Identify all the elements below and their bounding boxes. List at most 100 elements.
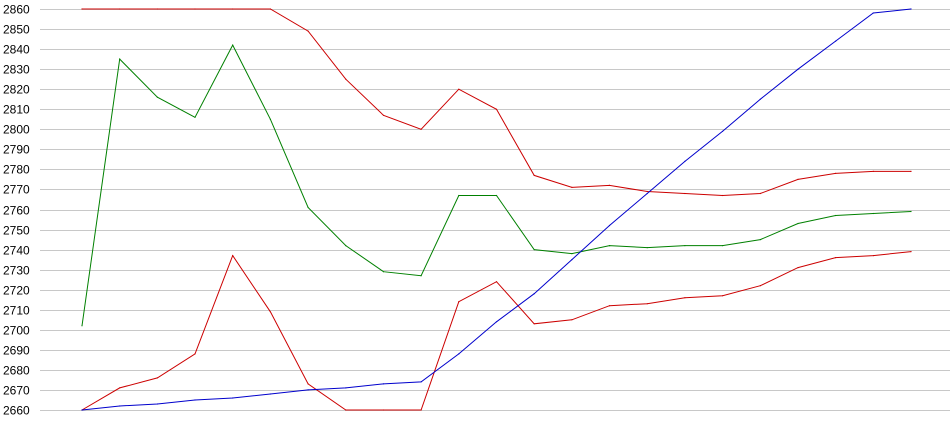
data-point (910, 170, 912, 172)
data-point (81, 409, 83, 411)
y-tick-label: 2690 (3, 344, 30, 358)
series-0 (81, 8, 912, 197)
data-point (382, 409, 385, 411)
data-point (232, 44, 234, 46)
data-point (608, 224, 611, 227)
data-point (232, 255, 234, 257)
data-point (119, 58, 121, 60)
data-point (382, 271, 385, 273)
data-point (759, 285, 761, 287)
data-point (835, 172, 837, 174)
data-point (533, 174, 535, 176)
data-point (194, 399, 196, 401)
data-point (872, 212, 874, 215)
data-point (307, 206, 309, 209)
data-point (307, 383, 309, 385)
data-point (194, 116, 196, 118)
data-point (119, 387, 121, 389)
y-tick-label: 2670 (3, 384, 30, 398)
y-tick-label: 2780 (3, 163, 30, 177)
data-point (420, 381, 422, 383)
y-tick-label: 2800 (3, 123, 30, 137)
series-lines (81, 8, 912, 411)
data-point (722, 245, 724, 247)
data-point (495, 194, 498, 197)
data-point (194, 353, 196, 355)
data-point (81, 8, 83, 10)
data-point (458, 194, 460, 197)
data-point (495, 281, 498, 283)
data-point (156, 96, 158, 98)
data-point (420, 128, 422, 130)
data-point (722, 194, 724, 197)
data-point (646, 303, 648, 305)
data-point (759, 239, 761, 241)
y-tick-label: 2710 (3, 304, 30, 318)
data-point (646, 247, 648, 249)
data-point (307, 30, 309, 32)
data-point (797, 267, 799, 269)
data-point (759, 192, 761, 195)
data-point (872, 12, 874, 14)
data-point (156, 377, 158, 379)
data-point (458, 88, 460, 90)
y-tick-label: 2750 (3, 224, 30, 238)
data-point (269, 118, 271, 120)
data-point (608, 184, 611, 186)
data-point (232, 8, 234, 10)
data-point (571, 319, 573, 321)
y-tick-label: 2680 (3, 364, 30, 378)
y-tick-label: 2810 (3, 103, 30, 117)
y-tick-label: 2860 (3, 3, 30, 17)
data-point (533, 293, 535, 295)
y-tick-label: 2830 (3, 63, 30, 77)
series-2 (81, 251, 912, 411)
data-point (345, 78, 347, 80)
data-point (910, 210, 912, 213)
data-point (608, 305, 611, 307)
y-tick-label: 2840 (3, 43, 30, 57)
y-tick-label: 2760 (3, 204, 30, 218)
data-point (81, 325, 83, 327)
data-point (232, 397, 234, 399)
data-point (835, 257, 837, 259)
y-tick-label: 2770 (3, 183, 30, 197)
data-point (684, 192, 686, 195)
series-3 (81, 8, 912, 411)
y-tick-label: 2700 (3, 324, 30, 338)
grid (40, 9, 950, 411)
y-tick-label: 2790 (3, 143, 30, 157)
data-point (156, 8, 158, 10)
data-point (722, 130, 724, 132)
data-point (119, 8, 121, 10)
y-tick-label: 2740 (3, 244, 30, 258)
y-tick-label: 2720 (3, 284, 30, 298)
data-point (872, 170, 874, 172)
data-point (345, 245, 347, 247)
data-point (345, 387, 347, 389)
data-point (495, 321, 498, 323)
data-point (684, 160, 686, 162)
data-point (797, 68, 799, 70)
y-axis-ticks: 2660 2670 2680 2690 2700 2710 2720 2730 2740 2750… (3, 3, 30, 418)
y-tick-label: 2850 (3, 23, 30, 37)
data-point (797, 178, 799, 180)
data-point (533, 249, 535, 251)
y-tick-label: 2730 (3, 264, 30, 278)
data-point (797, 222, 799, 225)
data-point (269, 8, 271, 10)
data-point (382, 114, 385, 116)
data-point (835, 40, 837, 42)
series-line-1 (81, 44, 912, 326)
data-point (571, 259, 573, 261)
data-point (194, 8, 196, 10)
data-point (910, 8, 912, 10)
data-point (269, 393, 271, 395)
data-point (646, 192, 648, 195)
data-point (571, 186, 573, 188)
data-point (722, 295, 724, 297)
data-point (345, 409, 347, 411)
data-point (684, 245, 686, 247)
